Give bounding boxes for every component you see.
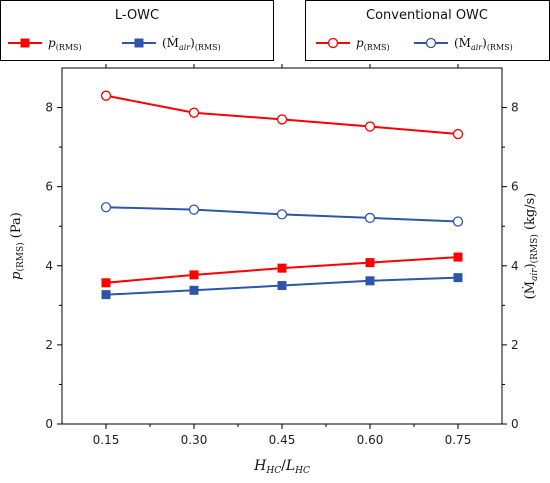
legend-conventional-owc: Conventional OWC p(RMS) (Ṁair)(RMS) [305,0,550,61]
y-right-tick-label: 2 [511,338,519,352]
legend-label: (Ṁair)(RMS) [454,35,513,52]
data-point [189,285,199,295]
legend-items-l-owc: p(RMS) (Ṁair)(RMS) [8,35,221,52]
data-point [277,281,287,291]
legend-box-l-owc [0,0,274,61]
legend-l-owc: L-OWC p(RMS) (Ṁair)(RMS) [0,0,274,61]
data-point [101,278,111,288]
y-left-tick-label: 8 [45,101,53,115]
y-left-tick-label: 2 [45,338,53,352]
legend-swatch-marker [134,38,144,48]
data-point [364,212,376,224]
y-right-tick-label: 0 [511,417,519,431]
x-tick-label: 0.15 [93,433,120,447]
data-point [101,290,111,300]
data-point [453,273,463,283]
y-axis-left-label: p(RMS) (Pa) [9,212,26,280]
y-right-tick-label: 6 [511,180,519,194]
data-point [364,121,376,132]
legend-swatch-marker [425,37,437,49]
axes: 0.15 0.30 0.45 0.60 0.75 0 0 2 2 4 4 6 6 8 8 [45,64,519,447]
data-point [276,209,288,220]
legend-items-conventional-owc: p(RMS) (Ṁair)(RMS) [316,35,513,52]
x-tick-label: 0.60 [357,433,384,447]
y-left-tick-label: 0 [45,417,53,431]
data-point [452,216,464,227]
series-0 [100,90,464,140]
legend-label: p(RMS) [48,36,82,52]
legend-title-l-owc: L-OWC [115,8,159,23]
data-point [188,204,200,215]
y-left-tick-label: 6 [45,180,53,194]
data-point [365,258,375,268]
data-point [188,107,200,118]
legend-swatch-marker [20,38,30,48]
series-1 [100,202,464,227]
x-tick-label: 0.75 [445,433,472,447]
y-right-tick-label: 8 [511,101,519,115]
data-point [365,276,375,286]
data-point [100,202,112,213]
x-tick-label: 0.45 [269,433,296,447]
legend-label: p(RMS) [356,36,390,52]
data-point [276,114,288,125]
data-point [277,263,287,273]
legend-title-conventional-owc: Conventional OWC [366,8,488,23]
data-point [453,252,463,262]
legend-label: (Ṁair)(RMS) [162,35,221,52]
y-axis-right-label: (Ṁair)(RMS) (kg/s) [521,193,540,300]
series-2 [101,252,463,288]
data-point [100,90,112,101]
legend-swatch-marker [327,37,339,49]
y-right-tick-label: 4 [511,259,519,273]
data-point [452,128,464,140]
legend-box-conventional-owc [305,0,550,61]
data-point [189,270,199,280]
series-3 [101,273,463,300]
x-tick-label: 0.30 [181,433,208,447]
series-layer [100,90,464,300]
y-left-tick-label: 4 [45,259,53,273]
x-axis-label: HHC/LHC [253,458,310,476]
